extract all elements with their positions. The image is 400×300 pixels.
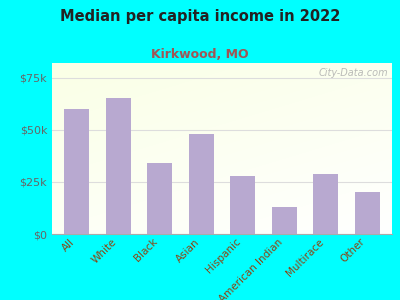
Bar (189, 134, 214, 234)
Bar (355, 192, 380, 234)
Text: Kirkwood, MO: Kirkwood, MO (151, 48, 249, 61)
Bar (106, 98, 131, 234)
Text: City-Data.com: City-Data.com (319, 68, 389, 78)
Bar (147, 163, 172, 234)
Bar (313, 173, 338, 234)
Text: Median per capita income in 2022: Median per capita income in 2022 (60, 9, 340, 24)
Bar (64, 109, 89, 234)
Bar (272, 207, 297, 234)
Bar (230, 176, 255, 234)
